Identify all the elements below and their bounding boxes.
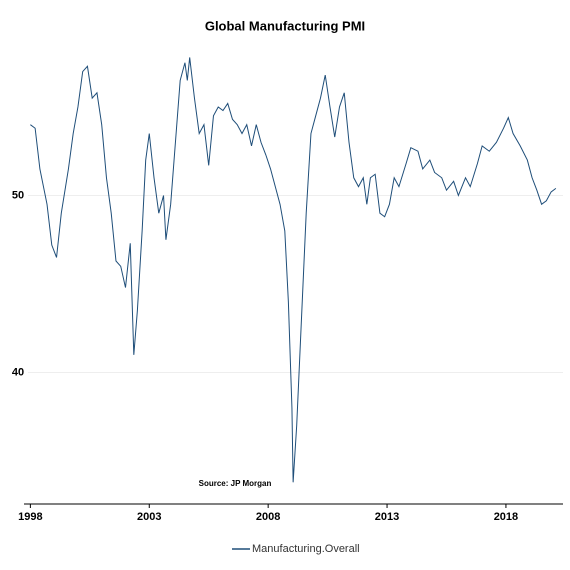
annotation: Source: JP Morgan: [199, 479, 272, 488]
y-tick-label: 50: [12, 189, 24, 201]
y-tick-label: 40: [12, 366, 24, 378]
x-tick-label: 2008: [256, 511, 280, 523]
x-tick-label: 1998: [18, 511, 42, 523]
x-tick-label: 2003: [137, 511, 161, 523]
legend-label: Manufacturing.Overall: [252, 543, 360, 555]
x-tick-label: 2018: [494, 511, 518, 523]
chart-title: Global Manufacturing PMI: [205, 18, 365, 33]
x-tick-label: 2013: [375, 511, 399, 523]
series-line: [30, 57, 557, 483]
